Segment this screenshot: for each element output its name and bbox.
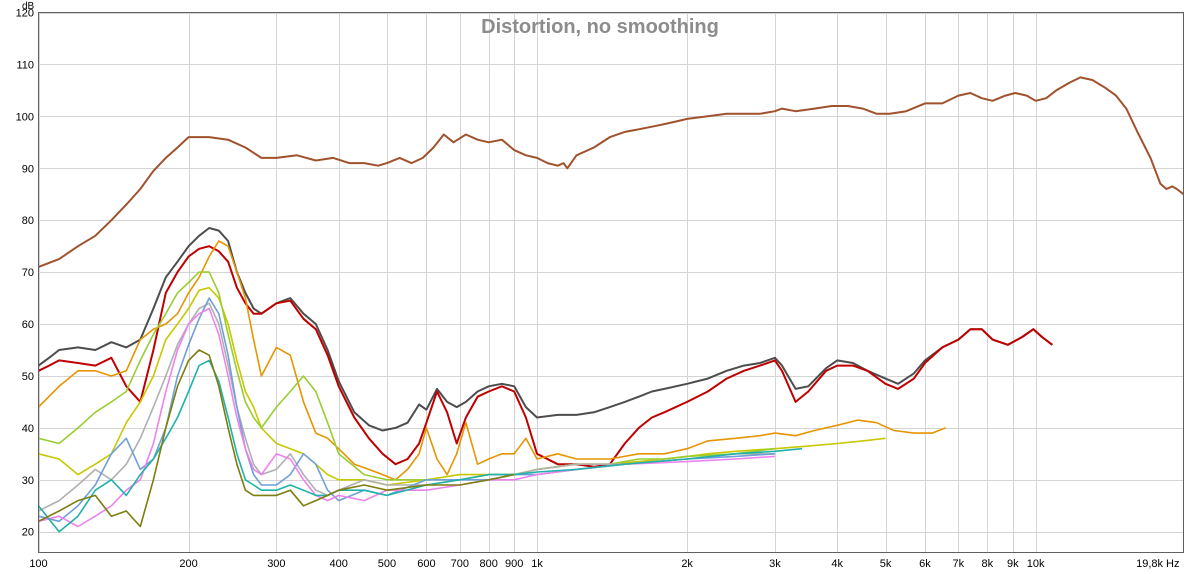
grid: [38, 12, 1184, 553]
x-tick-label: 600: [417, 558, 435, 570]
chart-title: Distortion, no smoothing: [481, 16, 719, 38]
x-tick-label: 2k: [681, 558, 693, 570]
y-tick-label: 40: [22, 423, 34, 435]
x-tick-label: 19,8k Hz: [1136, 558, 1179, 570]
x-tick-label: 3k: [769, 558, 781, 570]
x-tick-label: 9k: [1007, 558, 1019, 570]
x-tick-label: 500: [378, 558, 396, 570]
y-tick-label: 50: [22, 371, 34, 383]
x-tick-label: 8k: [981, 558, 993, 570]
series-line-4: [37, 240, 946, 481]
x-tick-label: 400: [329, 558, 347, 570]
x-tick-label: 100: [29, 558, 47, 570]
x-tick-label: 700: [451, 558, 469, 570]
x-tick-label: 200: [179, 558, 197, 570]
x-tick-label: 800: [480, 558, 498, 570]
x-tick-labels: 100 200 300 400 500 600 700 800 900 1k 2k 3k 4k 5k 6k 7…: [29, 558, 1179, 570]
y-tick-label: 20: [22, 527, 34, 539]
x-tick-label: 300: [267, 558, 285, 570]
series-line-1: [38, 76, 1185, 268]
series-layer: [37, 76, 1185, 533]
y-tick-label: 60: [22, 319, 34, 331]
x-tick-label: 900: [505, 558, 523, 570]
series-line-9: [38, 307, 775, 528]
x-tick-label: 5k: [880, 558, 892, 570]
y-tick-label: 120: [16, 8, 34, 20]
x-tick-label: 10k: [1027, 558, 1045, 570]
y-tick-label: 100: [16, 111, 34, 123]
x-tick-label: 7k: [953, 558, 965, 570]
x-tick-label: 6k: [919, 558, 931, 570]
y-tick-label: 110: [16, 59, 34, 71]
series-line-11: [38, 349, 515, 528]
plot-frame: [38, 12, 1184, 553]
series-line-2: [37, 227, 1053, 432]
y-tick-label: 30: [22, 475, 34, 487]
series-line-3: [38, 245, 1053, 468]
x-tick-label: 4k: [831, 558, 843, 570]
y-tick-label: 70: [22, 267, 34, 279]
y-tick-labels: 20 30 40 50 60 70 80 90 100 110 120: [16, 8, 34, 539]
y-axis-unit: dB: [22, 1, 35, 12]
y-tick-label: 90: [22, 163, 34, 175]
y-tick-label: 80: [22, 215, 34, 227]
series-line-10: [37, 359, 803, 533]
x-tick-label: 1k: [531, 558, 543, 570]
